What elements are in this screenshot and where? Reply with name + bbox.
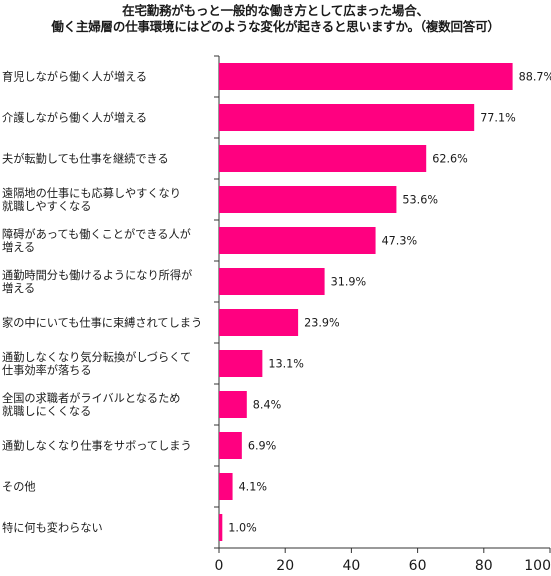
value-label-8: 13.1% — [268, 358, 304, 371]
category-label-line: 特に何も変わらない — [2, 521, 103, 535]
value-label-12: 1.0% — [228, 522, 257, 535]
category-label-line: 家の中にいても仕事に束縛されてしまう — [2, 316, 202, 330]
bar-4 — [219, 186, 397, 213]
x-tick-label-60: 60 — [409, 558, 427, 574]
value-label-10: 6.9% — [248, 440, 277, 453]
value-label-4: 53.6% — [402, 194, 438, 207]
category-label-10: 通勤しなくなり仕事をサボってしまう — [2, 440, 192, 453]
value-label-3: 62.6% — [432, 153, 468, 166]
category-label-line: 遠隔地の仕事にも応募しやすくなり — [2, 186, 181, 200]
category-label-line: 増える — [2, 241, 35, 254]
category-label-1: 育児しながら働く人が増える — [2, 70, 147, 84]
category-label-11: その他 — [2, 481, 36, 494]
category-label-line: 就職しにくくなる — [2, 404, 91, 418]
category-label-2: 介護しながら働く人が増える — [2, 111, 147, 125]
category-label-12: 特に何も変わらない — [2, 521, 103, 535]
category-label-line: 就職しやすくなる — [2, 199, 91, 213]
category-label-6: 通勤時間分も働けるようになり所得が増える — [2, 268, 192, 295]
bar-8 — [219, 350, 263, 377]
x-tick-label-100: 100 — [524, 558, 551, 574]
category-label-line: 障碍があっても働くことができる人が — [2, 227, 191, 241]
bar-10 — [219, 432, 242, 459]
bar-7 — [219, 309, 299, 336]
category-label-9: 全国の求職者がライバルとなるため就職しにくくなる — [2, 391, 180, 418]
value-label-6: 31.9% — [331, 276, 367, 289]
bar-3 — [219, 145, 427, 172]
value-label-1: 88.7% — [519, 71, 551, 84]
category-label-line: 育児しながら働く人が増える — [2, 70, 147, 84]
value-label-9: 8.4% — [253, 399, 282, 412]
bar-12 — [219, 514, 223, 541]
category-label-line: 増える — [2, 282, 35, 295]
x-tick-label-0: 0 — [215, 558, 224, 574]
value-label-7: 23.9% — [304, 317, 340, 330]
category-label-line: その他 — [2, 481, 36, 494]
bar-9 — [219, 391, 247, 418]
chart-title-line-1: 在宅勤務がもっと一般的な働き方として広まった場合、 — [122, 3, 429, 18]
category-label-7: 家の中にいても仕事に束縛されてしまう — [2, 316, 202, 330]
category-label-8: 通勤しなくなり気分転換がしづらくて仕事効率が落ちる — [2, 350, 191, 377]
bar-5 — [219, 227, 376, 254]
chart-title-line-2: 働く主婦層の仕事環境にはどのような変化が起きると思いますか。（複数回答可） — [51, 19, 500, 34]
category-label-line: 仕事効率が落ちる — [2, 363, 92, 377]
bar-6 — [219, 268, 325, 295]
category-label-4: 遠隔地の仕事にも応募しやすくなり就職しやすくなる — [2, 186, 181, 213]
category-label-5: 障碍があっても働くことができる人が増える — [2, 227, 191, 254]
category-label-line: 通勤時間分も働けるようになり所得が — [2, 268, 192, 282]
value-label-5: 47.3% — [382, 235, 418, 248]
category-label-line: 夫が転勤しても仕事を継続できる — [2, 152, 169, 166]
category-label-3: 夫が転勤しても仕事を継続できる — [2, 152, 169, 166]
category-label-line: 全国の求職者がライバルとなるため — [2, 391, 180, 405]
category-label-line: 通勤しなくなり気分転換がしづらくて — [2, 350, 191, 364]
bar-1 — [219, 63, 513, 90]
category-label-line: 通勤しなくなり仕事をサボってしまう — [2, 440, 192, 453]
bar-2 — [219, 104, 475, 131]
x-tick-label-20: 20 — [276, 558, 294, 574]
value-label-11: 4.1% — [239, 481, 268, 494]
bar-11 — [219, 473, 233, 500]
x-tick-label-80: 80 — [475, 558, 493, 574]
value-label-2: 77.1% — [480, 112, 516, 125]
category-label-line: 介護しながら働く人が増える — [2, 111, 147, 125]
x-tick-label-40: 40 — [342, 558, 360, 574]
